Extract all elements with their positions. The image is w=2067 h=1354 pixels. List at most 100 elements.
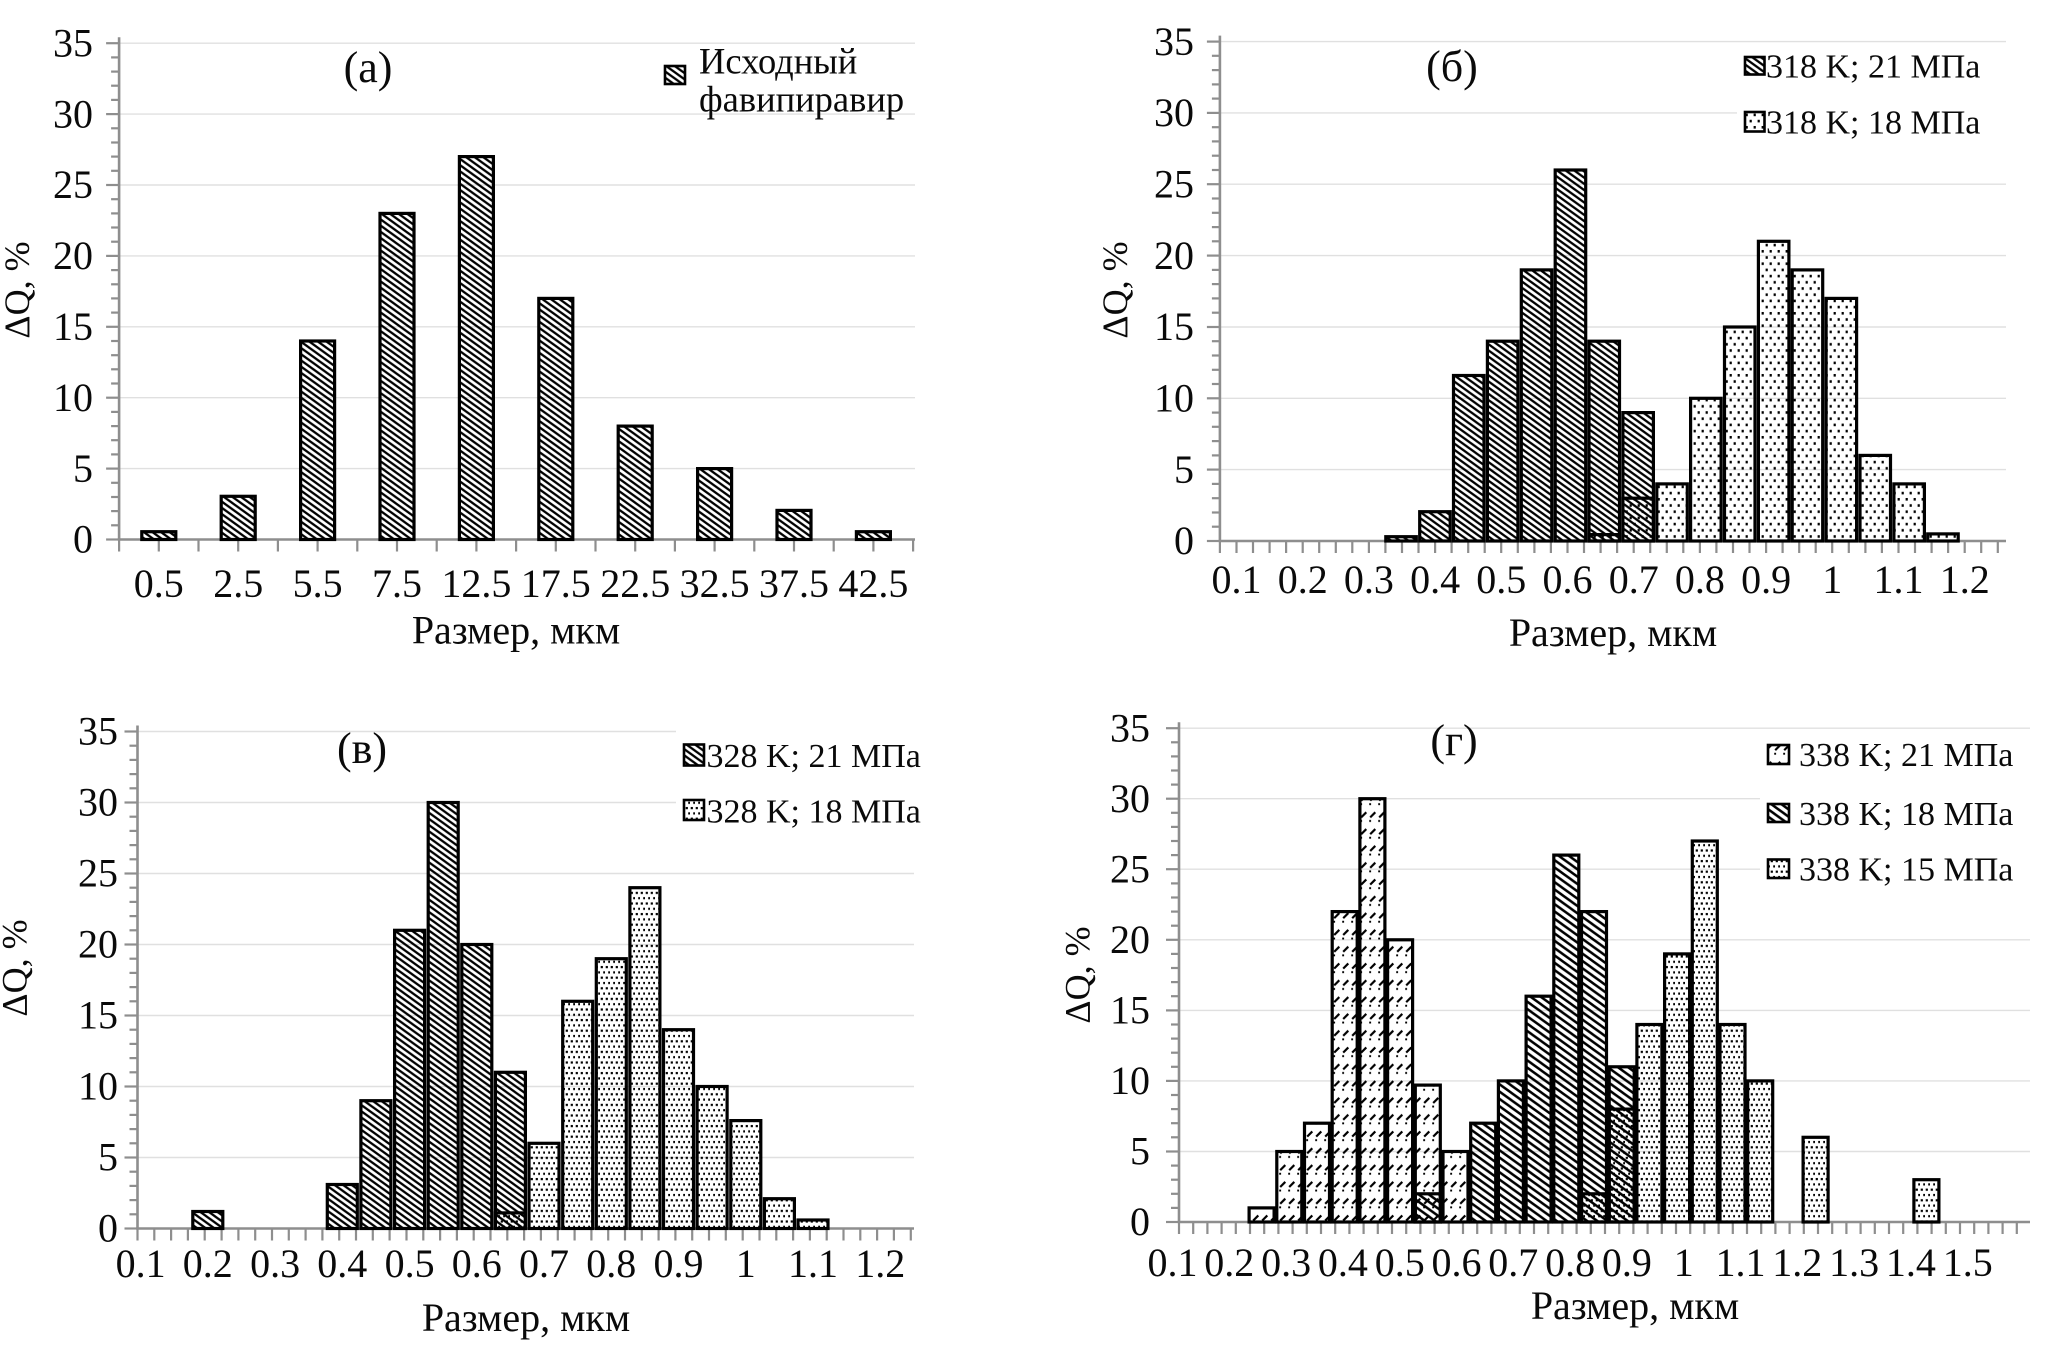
svg-text:1.2: 1.2 <box>1772 1240 1822 1285</box>
svg-text:0.2: 0.2 <box>1204 1240 1254 1285</box>
svg-text:0.3: 0.3 <box>1344 557 1394 602</box>
svg-text:20: 20 <box>1154 233 1194 278</box>
svg-text:0: 0 <box>1174 518 1194 563</box>
svg-text:Размер, мкм: Размер, мкм <box>1531 1283 1739 1328</box>
svg-text:318 K; 21 МПа: 318 K; 21 МПа <box>1766 49 1980 86</box>
svg-text:1.1: 1.1 <box>1716 1240 1766 1285</box>
svg-text:12.5: 12.5 <box>441 561 511 606</box>
svg-text:25: 25 <box>1110 847 1150 892</box>
svg-text:0.1: 0.1 <box>1212 557 1262 602</box>
svg-text:37.5: 37.5 <box>759 561 829 606</box>
svg-text:фавипиравир: фавипиравир <box>699 79 904 120</box>
svg-text:0.7: 0.7 <box>519 1241 569 1286</box>
svg-text:0: 0 <box>1130 1199 1150 1244</box>
svg-text:2.5: 2.5 <box>213 561 263 606</box>
svg-text:0.6: 0.6 <box>1543 557 1593 602</box>
svg-text:(г): (г) <box>1430 716 1477 765</box>
svg-text:32.5: 32.5 <box>680 561 750 606</box>
svg-text:0: 0 <box>73 517 93 562</box>
svg-text:0.4: 0.4 <box>1410 557 1460 602</box>
svg-text:0.3: 0.3 <box>250 1241 300 1286</box>
svg-text:10: 10 <box>1110 1058 1150 1103</box>
svg-text:30: 30 <box>78 780 118 825</box>
svg-text:0.6: 0.6 <box>1432 1240 1482 1285</box>
svg-text:0.3: 0.3 <box>1261 1240 1311 1285</box>
svg-text:(в): (в) <box>337 724 387 773</box>
svg-text:0.4: 0.4 <box>317 1241 367 1286</box>
svg-text:0.7: 0.7 <box>1488 1240 1538 1285</box>
svg-text:35: 35 <box>78 709 118 754</box>
svg-text:0.2: 0.2 <box>183 1241 233 1286</box>
svg-text:20: 20 <box>78 922 118 967</box>
svg-text:0.8: 0.8 <box>586 1241 636 1286</box>
svg-text:5: 5 <box>73 446 93 491</box>
svg-text:ΔQ, %: ΔQ, % <box>1095 241 1135 338</box>
svg-text:Размер, мкм: Размер, мкм <box>412 608 620 653</box>
svg-text:20: 20 <box>1110 917 1150 962</box>
svg-text:25: 25 <box>53 162 93 207</box>
svg-text:0.1: 0.1 <box>116 1241 166 1286</box>
svg-text:1.2: 1.2 <box>855 1241 905 1286</box>
svg-text:20: 20 <box>53 233 93 278</box>
svg-text:15: 15 <box>53 304 93 349</box>
svg-text:1: 1 <box>736 1241 756 1286</box>
svg-text:10: 10 <box>53 375 93 420</box>
svg-text:0.8: 0.8 <box>1545 1240 1595 1285</box>
svg-text:25: 25 <box>78 851 118 896</box>
svg-text:(б): (б) <box>1426 42 1478 91</box>
svg-text:30: 30 <box>53 91 93 136</box>
svg-text:0.9: 0.9 <box>1602 1240 1652 1285</box>
svg-text:1.4: 1.4 <box>1886 1240 1936 1285</box>
svg-text:7.5: 7.5 <box>372 561 422 606</box>
svg-text:42.5: 42.5 <box>838 561 908 606</box>
svg-text:ΔQ, %: ΔQ, % <box>1058 926 1098 1023</box>
svg-text:15: 15 <box>78 993 118 1038</box>
svg-text:30: 30 <box>1110 776 1150 821</box>
svg-text:15: 15 <box>1154 304 1194 349</box>
svg-text:1.3: 1.3 <box>1829 1240 1879 1285</box>
svg-text:328 K; 21 МПа: 328 K; 21 МПа <box>707 738 921 775</box>
svg-text:10: 10 <box>78 1064 118 1109</box>
svg-text:338 K; 15 МПа: 338 K; 15 МПа <box>1799 852 2013 889</box>
svg-text:0.2: 0.2 <box>1278 557 1328 602</box>
svg-text:Размер, мкм: Размер, мкм <box>1509 610 1717 655</box>
svg-text:25: 25 <box>1154 161 1194 206</box>
svg-text:0.9: 0.9 <box>654 1241 704 1286</box>
svg-text:0.5: 0.5 <box>385 1241 435 1286</box>
svg-text:Исходный: Исходный <box>699 41 857 82</box>
svg-text:0.7: 0.7 <box>1609 557 1659 602</box>
svg-text:318 K; 18 МПа: 318 K; 18 МПа <box>1766 105 1980 142</box>
svg-text:5.5: 5.5 <box>293 561 343 606</box>
svg-text:0.5: 0.5 <box>1476 557 1526 602</box>
svg-text:35: 35 <box>1154 19 1194 64</box>
svg-text:338 K; 18 МПа: 338 K; 18 МПа <box>1799 796 2013 833</box>
svg-text:ΔQ, %: ΔQ, % <box>0 241 37 338</box>
svg-text:15: 15 <box>1110 988 1150 1033</box>
svg-text:35: 35 <box>53 20 93 65</box>
svg-text:0.8: 0.8 <box>1675 557 1725 602</box>
svg-text:0.4: 0.4 <box>1318 1240 1368 1285</box>
svg-text:338 K; 21 МПа: 338 K; 21 МПа <box>1799 737 2013 774</box>
svg-text:17.5: 17.5 <box>521 561 591 606</box>
svg-text:Размер, мкм: Размер, мкм <box>422 1295 630 1340</box>
svg-text:ΔQ, %: ΔQ, % <box>0 919 35 1016</box>
svg-text:0.1: 0.1 <box>1148 1240 1198 1285</box>
svg-text:1: 1 <box>1822 557 1842 602</box>
svg-text:(а): (а) <box>344 43 393 92</box>
svg-text:0.5: 0.5 <box>134 561 184 606</box>
svg-text:1.5: 1.5 <box>1943 1240 1993 1285</box>
svg-text:0.5: 0.5 <box>1375 1240 1425 1285</box>
svg-text:30: 30 <box>1154 90 1194 135</box>
svg-text:328 K; 18 МПа: 328 K; 18 МПа <box>707 794 921 831</box>
svg-text:1: 1 <box>1674 1240 1694 1285</box>
svg-text:1.1: 1.1 <box>1874 557 1924 602</box>
svg-text:1.1: 1.1 <box>788 1241 838 1286</box>
svg-text:5: 5 <box>1130 1129 1150 1174</box>
svg-text:0.9: 0.9 <box>1741 557 1791 602</box>
svg-text:0: 0 <box>98 1206 118 1251</box>
svg-text:0.6: 0.6 <box>452 1241 502 1286</box>
svg-text:10: 10 <box>1154 376 1194 421</box>
svg-text:5: 5 <box>1174 447 1194 492</box>
svg-text:1.2: 1.2 <box>1940 557 1990 602</box>
svg-text:22.5: 22.5 <box>600 561 670 606</box>
